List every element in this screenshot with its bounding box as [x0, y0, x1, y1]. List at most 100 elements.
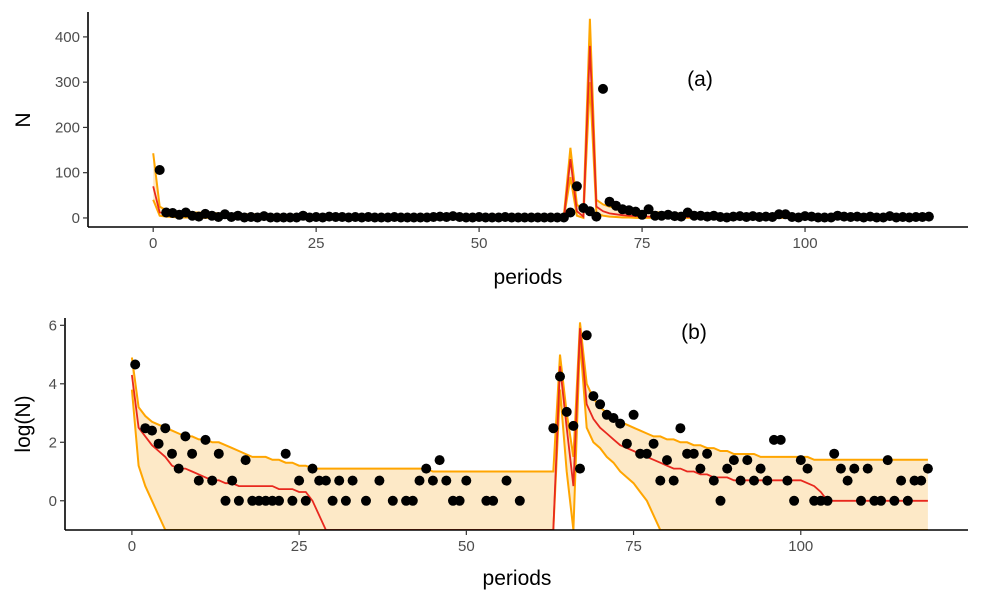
data-point	[233, 495, 244, 506]
y-axis-title-a: N	[12, 112, 35, 127]
data-point	[735, 475, 746, 486]
data-point	[334, 475, 345, 486]
data-point	[548, 423, 559, 434]
data-point	[835, 463, 846, 474]
y-tick-label: 2	[49, 434, 57, 451]
x-tick-label: 25	[308, 235, 325, 252]
data-point	[294, 475, 305, 486]
data-point	[896, 475, 907, 486]
data-point	[782, 475, 793, 486]
median-line-b	[131, 328, 928, 530]
data-point	[922, 463, 933, 474]
data-point	[849, 463, 860, 474]
data-point	[461, 475, 472, 486]
data-point	[902, 495, 913, 506]
data-point	[287, 495, 298, 506]
data-point	[568, 420, 579, 431]
data-point	[621, 438, 632, 449]
data-point	[608, 413, 619, 423]
data-point	[702, 448, 713, 459]
data-point	[220, 495, 231, 506]
data-point	[421, 463, 432, 474]
data-point	[427, 475, 438, 486]
data-point	[728, 455, 739, 466]
y-tick-label: 400	[55, 29, 80, 46]
data-point	[842, 475, 853, 486]
y-tick-label: 0	[49, 493, 57, 510]
data-point	[361, 495, 371, 506]
data-point	[668, 475, 679, 486]
x-tick-label: 0	[149, 235, 157, 252]
data-point	[207, 475, 218, 486]
data-point	[340, 495, 351, 506]
data-point	[414, 475, 425, 486]
interval-band-a	[153, 18, 929, 218]
y-tick-label: 4	[49, 376, 57, 393]
x-tick-label: 25	[291, 538, 308, 555]
data-point	[916, 475, 927, 486]
data-point	[708, 475, 719, 486]
data-point	[571, 181, 582, 192]
data-point	[147, 425, 157, 436]
data-point	[789, 495, 800, 506]
data-point	[407, 495, 418, 506]
data-point	[555, 371, 565, 382]
data-point	[749, 475, 759, 486]
x-tick-label: 50	[471, 235, 488, 252]
data-point	[856, 495, 866, 506]
data-point	[722, 463, 733, 474]
data-point	[662, 455, 672, 466]
y-tick-label: 0	[72, 210, 80, 227]
data-point	[742, 455, 753, 466]
data-point	[882, 455, 893, 466]
data-point	[762, 475, 773, 486]
x-tick-label: 100	[793, 235, 818, 252]
data-point	[615, 418, 626, 429]
x-axis-title-a: periods	[494, 266, 563, 289]
data-point	[454, 495, 465, 506]
data-point	[300, 495, 311, 506]
data-point	[715, 495, 726, 506]
data-point	[862, 463, 873, 474]
data-point	[488, 495, 499, 506]
data-point	[598, 83, 608, 94]
data-point	[822, 495, 833, 506]
data-point	[280, 448, 291, 459]
data-point	[130, 359, 141, 370]
data-point	[160, 423, 171, 434]
y-tick-label: 300	[55, 74, 80, 91]
data-point	[595, 399, 606, 410]
data-point	[441, 475, 452, 486]
data-point	[173, 463, 184, 474]
data-point	[802, 463, 813, 474]
data-point	[387, 495, 398, 506]
data-point	[153, 438, 164, 449]
x-tick-label: 75	[625, 538, 642, 555]
data-point	[561, 406, 572, 417]
data-point	[434, 455, 445, 466]
data-point	[829, 448, 840, 459]
plot-area-a	[152, 18, 934, 223]
data-point	[307, 463, 318, 474]
data-point	[923, 211, 934, 222]
panel-label-b: (b)	[681, 321, 707, 344]
data-point	[755, 463, 766, 474]
data-point	[167, 448, 177, 459]
data-point	[193, 475, 204, 486]
data-point	[655, 475, 666, 486]
data-point	[240, 455, 251, 466]
median-line-a	[152, 45, 929, 219]
data-point	[227, 475, 238, 486]
data-point	[200, 434, 211, 445]
data-point	[575, 463, 585, 474]
data-point	[591, 211, 602, 222]
y-tick-label: 6	[49, 317, 57, 334]
data-point	[187, 448, 198, 459]
data-point	[643, 204, 654, 215]
x-tick-label: 50	[458, 538, 475, 555]
y-tick-label: 100	[55, 165, 80, 182]
upper-bound-line-a	[152, 18, 929, 217]
x-axis-title-b: periods	[483, 567, 552, 590]
data-point	[648, 438, 659, 449]
